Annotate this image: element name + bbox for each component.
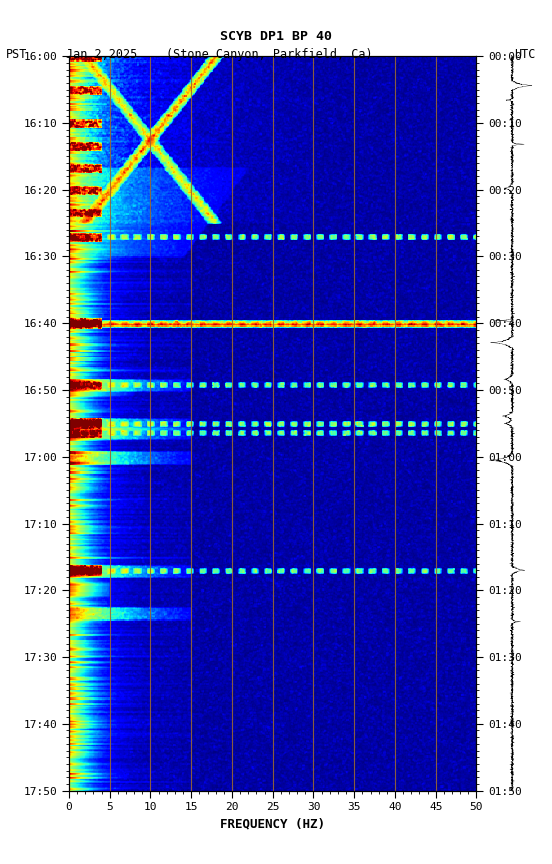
Text: SCYB DP1 BP 40: SCYB DP1 BP 40 (220, 30, 332, 43)
X-axis label: FREQUENCY (HZ): FREQUENCY (HZ) (220, 818, 325, 831)
Text: (Stone Canyon, Parkfield, Ca): (Stone Canyon, Parkfield, Ca) (166, 48, 372, 60)
Text: UTC: UTC (514, 48, 535, 60)
Text: Jan 2,2025: Jan 2,2025 (66, 48, 137, 60)
Text: PST: PST (6, 48, 27, 60)
